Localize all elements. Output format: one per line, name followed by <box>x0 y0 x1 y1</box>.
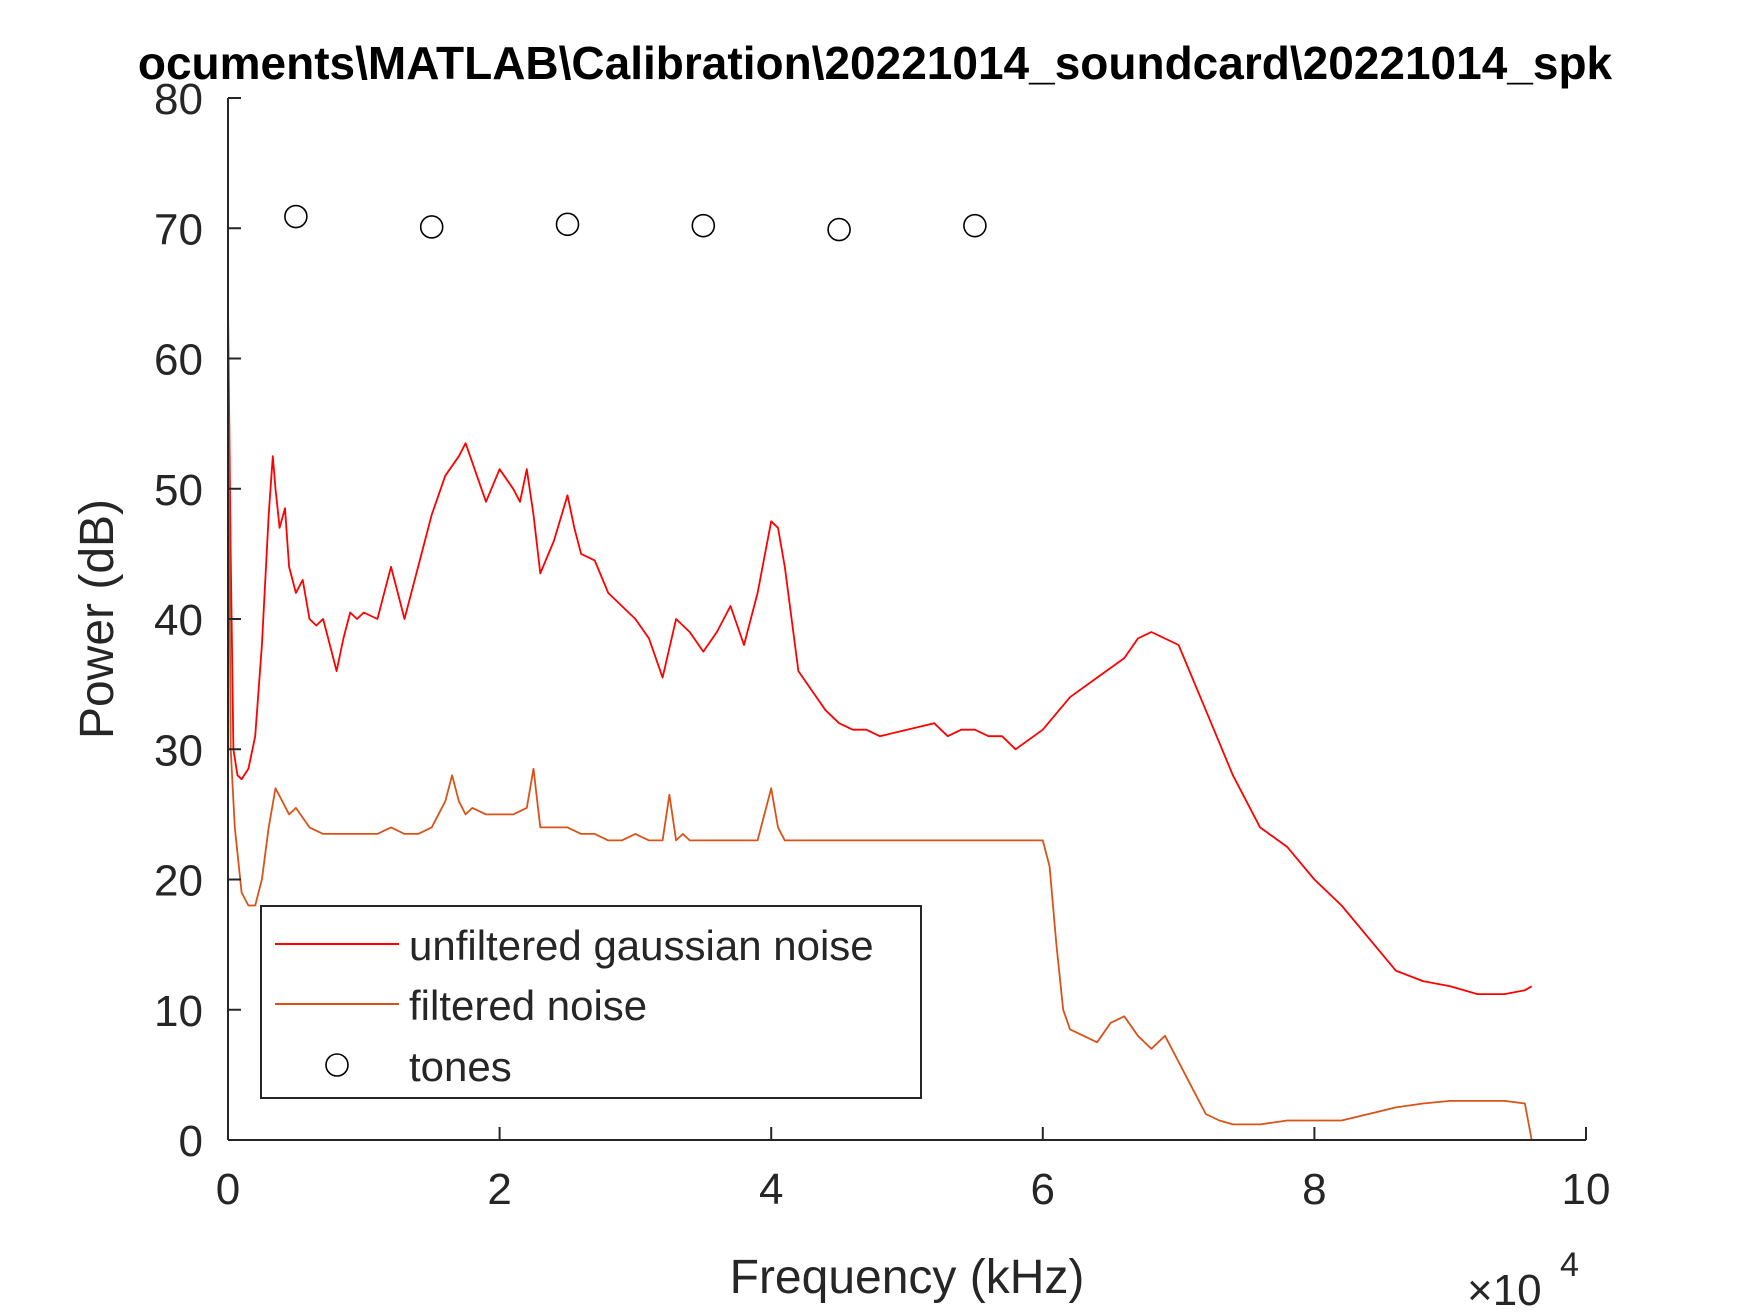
legend-swatch-tones <box>325 1053 349 1077</box>
tone-point <box>827 217 851 242</box>
y-tick-label: 50 <box>154 466 203 515</box>
series-layer <box>227 204 1533 1141</box>
legend-label-unfiltered-gaussian-noise: unfiltered gaussian noise <box>409 922 874 969</box>
tone-point <box>691 213 716 238</box>
y-tick-label: 40 <box>154 596 203 645</box>
series-line-filtered-noise <box>227 332 1533 1141</box>
legend-label-filtered-noise: filtered noise <box>409 982 647 1029</box>
x-tick-label: 8 <box>1302 1165 1326 1214</box>
x-exponent-label: ×10 4 <box>1467 1246 1579 1313</box>
chart-title: ocuments\MATLAB\Calibration\20221014_sou… <box>138 37 1613 89</box>
x-axis-label: Frequency (kHz) <box>730 1251 1085 1304</box>
tone-point <box>963 213 987 238</box>
y-tick-label: 70 <box>154 205 203 254</box>
tone-point <box>555 212 580 237</box>
x-exponent-base: ×10 <box>1467 1266 1542 1313</box>
x-tick-label: 2 <box>487 1165 511 1214</box>
plot-area: 0 2 4 6 8 10 0 10 20 30 40 50 60 70 80 <box>154 75 1610 1214</box>
x-tick-label: 6 <box>1031 1165 1055 1214</box>
y-tick-label: 80 <box>154 75 203 124</box>
y-tick-label: 10 <box>154 987 203 1036</box>
x-ticks: 0 2 4 6 8 10 <box>216 1127 1611 1214</box>
y-axis-label: Power (dB) <box>71 499 124 739</box>
legend-items: unfiltered gaussian noise filtered noise t… <box>275 922 874 1090</box>
legend-box <box>260 905 922 1099</box>
x-tick-label: 4 <box>759 1165 783 1214</box>
tone-point <box>284 204 308 229</box>
y-tick-label: 0 <box>179 1117 203 1166</box>
legend: unfiltered gaussian noise filtered noise t… <box>260 905 922 1099</box>
y-ticks: 0 10 20 30 40 50 60 70 80 <box>154 75 241 1166</box>
x-exponent-power: 4 <box>1560 1246 1579 1284</box>
x-tick-label: 10 <box>1562 1165 1611 1214</box>
y-tick-label: 30 <box>154 726 203 775</box>
x-tick-label: 0 <box>216 1165 240 1214</box>
tone-point <box>419 215 444 239</box>
y-tick-label: 60 <box>154 336 203 385</box>
legend-label-tones: tones <box>409 1043 512 1090</box>
series-line-unfiltered-gaussian-noise <box>227 306 1533 995</box>
y-tick-label: 20 <box>154 857 203 906</box>
